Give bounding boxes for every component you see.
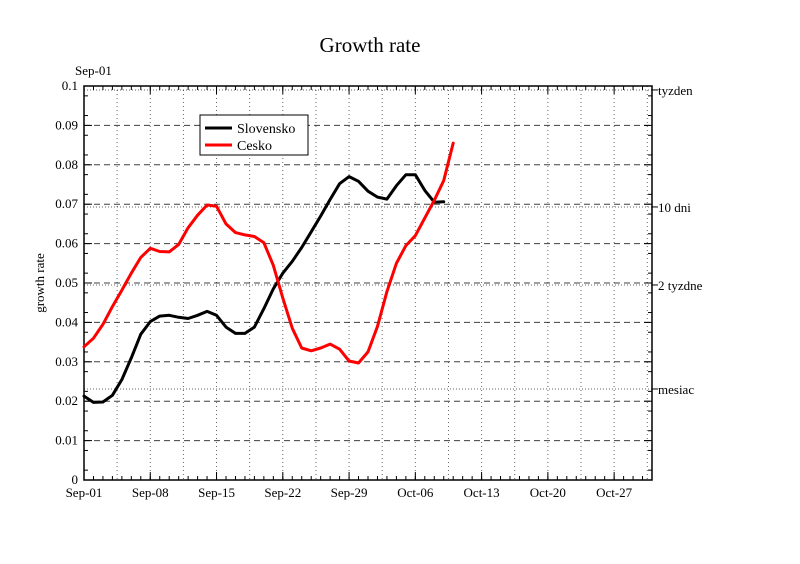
- series-line-slovensko: [82, 173, 446, 404]
- right-axis-label: tyzden: [658, 83, 693, 98]
- grid-lines: [84, 86, 652, 480]
- y-tick-label: 0.07: [55, 196, 78, 211]
- y-axis-label: growth rate: [32, 253, 47, 313]
- y-tick-label: 0.06: [55, 236, 78, 251]
- legend-label-cesko: Cesko: [237, 139, 272, 154]
- y-tick-label: 0: [72, 472, 79, 487]
- legend-box: [199, 114, 309, 156]
- x-tick-label: Oct-13: [464, 485, 500, 500]
- x-tick-label: Sep-08: [132, 485, 169, 500]
- y-tick-label: 0.01: [55, 433, 78, 448]
- y-tick-label: 0.1: [62, 78, 78, 93]
- legend: Slovensko Cesko: [199, 114, 309, 156]
- y-tick-label: 0.03: [55, 354, 78, 369]
- y-tick-labels: 0 0.01 0.02 0.03 0.04 0.05 0.06 0.07 0.08 0.09 0.1: [55, 78, 78, 487]
- right-axis-label: mesiac: [658, 382, 694, 397]
- right-axis-label: 10 dni: [658, 200, 691, 215]
- chart-title: Growth rate: [320, 33, 421, 57]
- y-tick-label: 0.05: [55, 275, 78, 290]
- x-tick-labels: Sep-01 Sep-08 Sep-15 Sep-22 Sep-29 Oct-06 Oct-…: [66, 485, 633, 500]
- right-axis-label: 2 tyzdne: [658, 278, 703, 293]
- x-tick-label: Sep-22: [264, 485, 301, 500]
- legend-label-slovensko: Slovensko: [237, 122, 295, 137]
- y-tick-label: 0.08: [55, 157, 78, 172]
- y-tick-label: 0.04: [55, 314, 78, 329]
- top-left-date-label: Sep-01: [75, 63, 112, 78]
- x-tick-label: Oct-06: [397, 485, 434, 500]
- x-tick-label: Sep-01: [66, 485, 103, 500]
- y-tick-label: 0.09: [55, 117, 78, 132]
- data-series: [82, 141, 455, 404]
- x-tick-label: Sep-15: [198, 485, 235, 500]
- x-tick-label: Oct-20: [530, 485, 566, 500]
- x-tick-label: Oct-27: [596, 485, 633, 500]
- y-tick-label: 0.02: [55, 393, 78, 408]
- x-tick-label: Sep-29: [331, 485, 368, 500]
- series-line-cesko: [82, 141, 455, 365]
- right-axis-labels: tyzden 10 dni 2 tyzdne mesiac: [658, 83, 703, 397]
- axis-ticks: [83, 85, 658, 481]
